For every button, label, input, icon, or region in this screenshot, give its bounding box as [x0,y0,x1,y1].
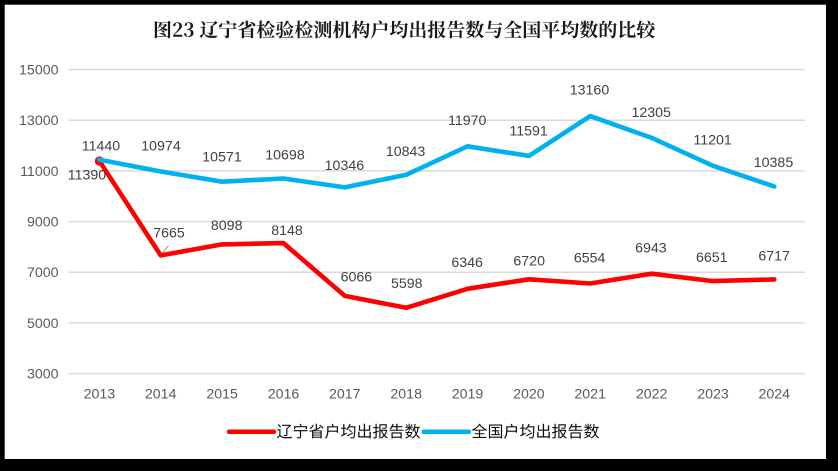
svg-text:12305: 12305 [631,105,671,121]
svg-text:6346: 6346 [451,255,483,271]
svg-text:8098: 8098 [211,218,243,234]
svg-text:10385: 10385 [754,155,794,171]
svg-text:10974: 10974 [141,138,181,154]
svg-text:11440: 11440 [82,138,121,154]
svg-text:2020: 2020 [513,386,545,402]
svg-text:8148: 8148 [271,223,303,239]
svg-text:2016: 2016 [268,386,300,402]
svg-text:2018: 2018 [390,386,422,402]
svg-text:2022: 2022 [636,386,668,402]
svg-text:7665: 7665 [153,226,185,242]
svg-text:6554: 6554 [574,251,606,267]
svg-text:2024: 2024 [759,386,791,402]
svg-text:2013: 2013 [84,386,116,402]
svg-text:7000: 7000 [27,265,59,281]
svg-text:13160: 13160 [570,83,610,99]
svg-text:2017: 2017 [329,386,361,402]
svg-text:11591: 11591 [509,124,548,140]
svg-text:11000: 11000 [20,164,59,180]
svg-text:13000: 13000 [19,113,59,129]
svg-text:10843: 10843 [386,144,426,160]
svg-text:2014: 2014 [145,386,177,402]
svg-text:10698: 10698 [265,147,305,163]
svg-text:3000: 3000 [27,367,59,383]
svg-text:9000: 9000 [27,215,59,231]
svg-text:5598: 5598 [391,276,423,292]
svg-text:2021: 2021 [574,386,606,402]
svg-text:10346: 10346 [325,158,365,174]
svg-text:5000: 5000 [27,316,59,332]
svg-text:11970: 11970 [448,113,487,129]
svg-text:11201: 11201 [693,133,732,149]
svg-text:6717: 6717 [758,249,790,265]
svg-text:2023: 2023 [697,386,729,402]
svg-text:11390: 11390 [68,168,107,184]
svg-text:15000: 15000 [19,63,59,79]
svg-text:2015: 2015 [206,386,238,402]
svg-text:6066: 6066 [341,270,373,286]
svg-text:2019: 2019 [452,386,484,402]
svg-text:6651: 6651 [696,250,728,266]
svg-text:6720: 6720 [513,253,545,269]
svg-text:10571: 10571 [202,150,242,166]
svg-text:6943: 6943 [635,241,667,257]
